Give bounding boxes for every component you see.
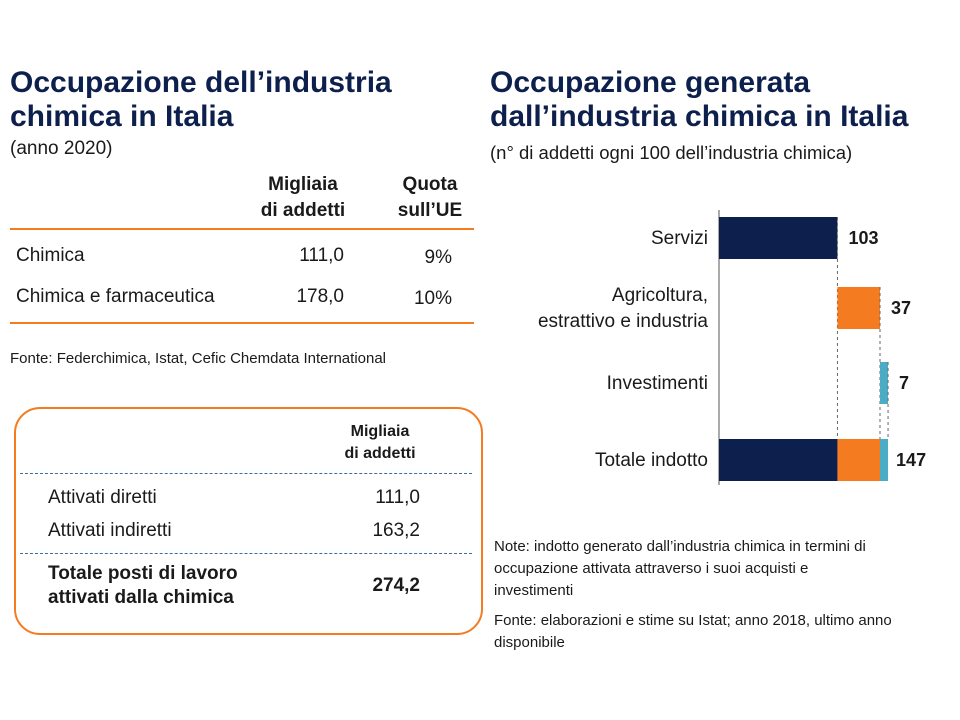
table2-total-divider xyxy=(20,553,472,554)
table2-total-label: Totale posti di lavoro attivati dalla ch… xyxy=(48,562,238,610)
table2-row-value: 111,0 xyxy=(375,487,420,508)
table2-col-header: Migliaia di addetti xyxy=(320,421,440,465)
bar-value-label: 103 xyxy=(848,228,878,248)
left-title: Occupazione dell’industria chimica in It… xyxy=(10,66,470,134)
table1-bottom-rule xyxy=(10,322,474,324)
category-label: Investimenti xyxy=(607,373,708,394)
right-title-line1: Occupazione generata xyxy=(490,66,811,99)
category-label: estrattivo e industria xyxy=(538,311,708,332)
table1-col-header-quota: Quota sull’UE xyxy=(380,172,480,224)
table1-col-header-quota-line1: Quota xyxy=(402,174,458,195)
jobs-summary-box xyxy=(14,407,483,635)
table2-total-label-line2: attivati dalla chimica xyxy=(48,587,234,608)
chart-note: Note: indotto generato dall’industria ch… xyxy=(494,538,866,599)
table2-row-value: 163,2 xyxy=(372,520,420,541)
table2-total-label-line1: Totale posti di lavoro xyxy=(48,563,238,584)
left-title-line1: Occupazione dell’industria xyxy=(10,66,392,99)
category-label: Servizi xyxy=(651,228,708,249)
right-title-line2: dall’industria chimica in Italia xyxy=(490,100,909,133)
total-bar-segment xyxy=(719,439,838,481)
table1-row-label: Chimica e farmaceutica xyxy=(16,286,215,307)
table1-col-header-addetti: Migliaia di addetti xyxy=(238,172,368,224)
table1-row-share: 9% xyxy=(424,247,452,268)
table1-row-label: Chimica xyxy=(16,245,85,266)
bar-2 xyxy=(837,287,880,329)
table1-row-value: 111,0 xyxy=(299,245,344,266)
table1-col-header-addetti-line2: di addetti xyxy=(260,200,346,221)
table2-row-label: Attivati diretti xyxy=(48,487,157,508)
total-value-label: 147 xyxy=(896,450,926,470)
right-subtitle: (n° di addetti ogni 100 dell’industria c… xyxy=(490,142,853,163)
table1-top-rule xyxy=(10,228,474,230)
table1-row-share: 10% xyxy=(413,288,452,309)
table1-row-value: 178,0 xyxy=(296,286,344,307)
left-title-line2: chimica in Italia xyxy=(10,100,234,133)
left-source: Fonte: Federchimica, Istat, Cefic Chemda… xyxy=(10,350,387,367)
employment-waterfall-chart: 103 37 7 147 Servizi Agricoltura, estrattivo e… xyxy=(538,210,926,485)
table2-header-divider xyxy=(20,473,472,474)
bar-value-label: 37 xyxy=(891,298,911,318)
right-title: Occupazione generata dall’industria chim… xyxy=(490,66,950,134)
total-bar-segment xyxy=(880,439,889,481)
category-label: Totale indotto xyxy=(595,450,708,471)
table1-col-header-addetti-line1: Migliaia xyxy=(268,174,338,195)
bar-1 xyxy=(719,217,838,259)
table2-col-header-line1: Migliaia xyxy=(350,423,410,440)
category-label: Agricoltura, xyxy=(612,285,708,306)
bar-value-label: 7 xyxy=(899,373,909,393)
left-subtitle: (anno 2020) xyxy=(10,138,113,159)
total-bar-segment xyxy=(837,439,880,481)
table2-row-label: Attivati indiretti xyxy=(48,520,172,541)
table2-total-value: 274,2 xyxy=(372,575,420,596)
chart-source: Fonte: elaborazioni e stime su Istat; an… xyxy=(494,612,892,651)
bar-3 xyxy=(880,362,889,404)
table1-col-header-quota-line2: sull’UE xyxy=(397,200,463,221)
table2-col-header-line2: di addetti xyxy=(344,445,416,462)
